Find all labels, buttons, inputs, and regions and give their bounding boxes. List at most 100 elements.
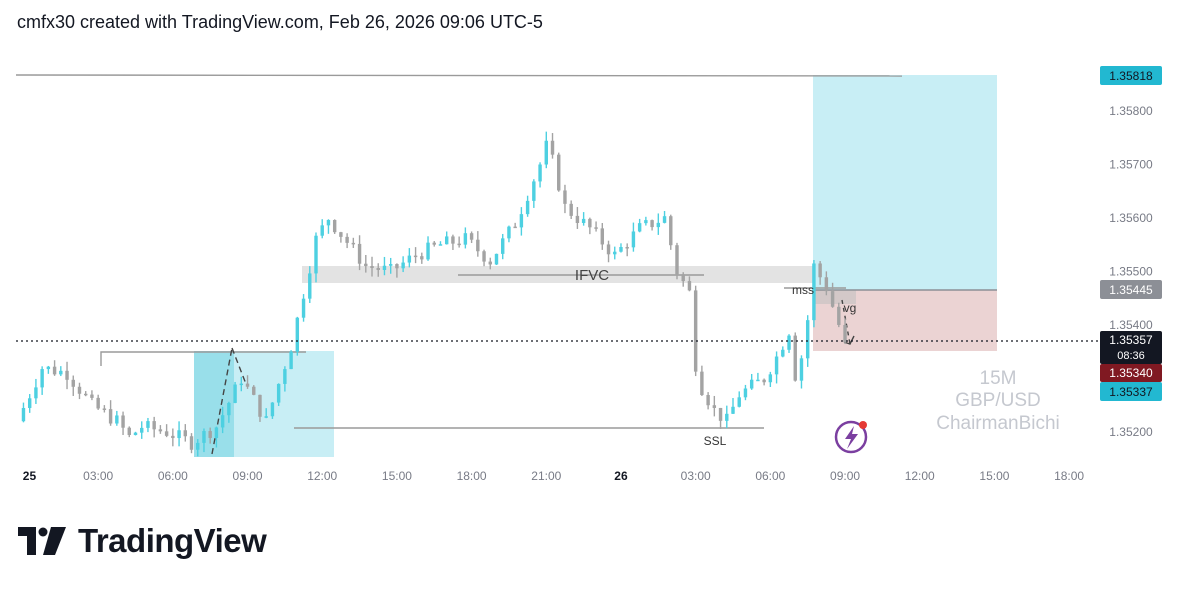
price-label-current: 1.35357 08:36 — [1100, 331, 1162, 364]
candle-body — [152, 421, 156, 430]
candle-body — [245, 383, 250, 387]
price-label-cyan-lower: 1.35337 — [1100, 382, 1162, 401]
candle-body — [606, 244, 611, 255]
x-tick-label: 09:00 — [830, 469, 860, 483]
candle-body — [588, 218, 592, 228]
y-tick-label: 1.35500 — [1109, 264, 1153, 278]
candle-body — [108, 409, 113, 424]
candle-body — [345, 236, 349, 243]
x-tick-label: 18:00 — [1054, 469, 1084, 483]
top-range-line — [16, 74, 903, 77]
mss-label: mss — [792, 283, 814, 297]
brand-name: TradingView — [78, 522, 267, 559]
candle-body — [451, 236, 455, 244]
candle-body — [787, 335, 791, 350]
price-labels: 1.35818 1.35445 1.35357 08:36 1.35340 1.… — [1100, 66, 1162, 401]
x-tick-label: 21:00 — [531, 469, 561, 483]
candle-body — [700, 371, 704, 396]
projection-dash-1 — [211, 347, 233, 455]
candle-body — [731, 406, 735, 414]
candle-body — [183, 430, 188, 437]
projection-dash-2 — [231, 347, 247, 385]
candle-body — [351, 242, 356, 245]
candle-body — [687, 281, 692, 291]
candle-body — [220, 415, 225, 428]
x-axis[interactable]: 25 03:00 06:00 09:00 12:00 15:00 18:00 21:00 26 0… — [23, 469, 1085, 483]
candle-body — [401, 262, 405, 269]
candle-body — [681, 274, 685, 282]
candle-body — [289, 351, 293, 370]
candle-body — [569, 203, 573, 216]
y-tick-label: 1.35700 — [1109, 157, 1153, 171]
x-tick-label: 06:00 — [158, 469, 188, 483]
price-label-countdown: 08:36 — [1117, 350, 1145, 362]
candle-body — [395, 264, 399, 269]
candle-body — [625, 247, 629, 249]
candle-body — [743, 388, 748, 398]
x-tick-label: 26 — [614, 469, 628, 483]
candle-body — [830, 291, 835, 307]
candle-body — [196, 442, 200, 450]
candle-body — [563, 190, 567, 204]
candle-body — [613, 251, 617, 255]
candle-body — [127, 427, 131, 435]
candle-body — [538, 164, 542, 182]
chart-caption: cmfx30 created with TradingView.com, Feb… — [17, 12, 543, 32]
candle-body — [52, 366, 57, 375]
candle-body — [133, 432, 138, 435]
candle-body — [718, 407, 723, 421]
candle-body — [650, 220, 654, 228]
candle-body — [59, 370, 63, 375]
candle-body — [314, 235, 318, 274]
candle-body — [693, 290, 698, 372]
candle-body — [177, 430, 181, 439]
y-axis[interactable]: 1.35800 1.35700 1.35600 1.35500 1.35400 1.352… — [1109, 104, 1153, 439]
candle-body — [388, 264, 393, 266]
candle-body — [469, 233, 474, 240]
candle-body — [40, 369, 44, 388]
price-label-current-text: 1.35357 — [1109, 333, 1153, 347]
y-tick-label: 1.35600 — [1109, 211, 1153, 225]
projection-arrow — [843, 335, 855, 345]
price-label-stop-lower: 1.35340 — [1100, 364, 1162, 382]
y-tick-label: 1.35800 — [1109, 104, 1153, 118]
lightning-icon[interactable] — [834, 420, 868, 454]
candle-body — [774, 356, 779, 375]
candle-body — [252, 386, 256, 395]
candle-body — [669, 216, 673, 246]
candle-body — [426, 242, 430, 260]
candle-body — [494, 253, 499, 265]
candle-body — [413, 255, 418, 258]
candle-body — [781, 349, 785, 357]
x-tick-label: 15:00 — [382, 469, 412, 483]
candle-body — [158, 429, 163, 432]
price-chart[interactable]: IFVC mss vg SSL 15M GBP/USD ChairmanBich… — [16, 44, 1181, 492]
mss-fvg-zone — [813, 290, 856, 304]
candle-body — [619, 247, 623, 252]
candle-body — [301, 298, 306, 318]
structure-lines — [16, 74, 997, 455]
price-label-stop-lower-text: 1.35340 — [1109, 366, 1153, 380]
candle-body — [525, 200, 530, 215]
price-label-target: 1.35818 — [1100, 66, 1162, 85]
candle-body — [357, 243, 362, 264]
candle-body — [71, 379, 75, 387]
price-label-entry: 1.35445 — [1100, 280, 1162, 299]
candle-body — [637, 223, 642, 232]
candle-body — [189, 436, 194, 450]
tradingview-logo-icon — [18, 527, 66, 555]
tradingview-brand[interactable]: TradingView — [18, 522, 267, 560]
candle-body — [762, 379, 766, 383]
y-tick-label: 1.35200 — [1109, 425, 1153, 439]
candle-body — [121, 415, 125, 428]
candle-body — [575, 215, 580, 224]
candle-body — [501, 238, 505, 254]
candle-body — [326, 220, 331, 226]
candle-body — [662, 216, 667, 223]
candle-body — [444, 236, 449, 245]
x-tick-label: 03:00 — [681, 469, 711, 483]
candle-body — [544, 140, 548, 165]
swing-high-line — [100, 351, 306, 366]
candle-body — [102, 408, 107, 410]
candle-body — [432, 242, 436, 245]
